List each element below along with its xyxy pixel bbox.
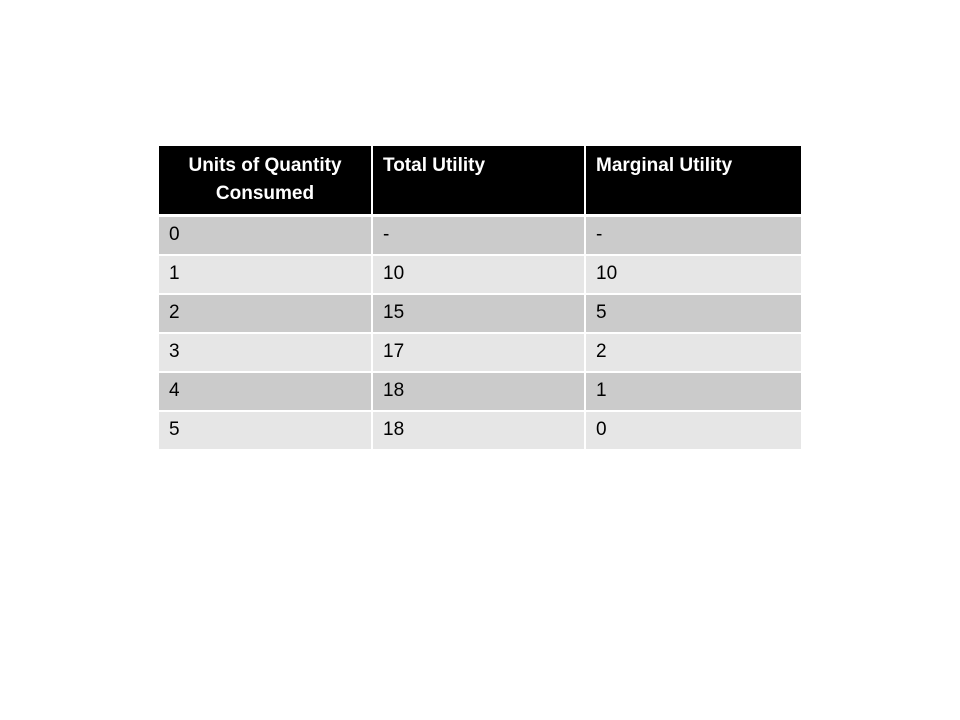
table-row: 2 15 5 <box>159 293 801 334</box>
cell-total-utility: 18 <box>372 371 586 412</box>
utility-table: Units of Quantity Consumed Total Utility… <box>159 146 801 451</box>
cell-units: 1 <box>159 254 373 295</box>
header-marginal-utility: Marginal Utility <box>585 146 801 217</box>
cell-units: 2 <box>159 293 373 334</box>
cell-total-utility: 17 <box>372 332 586 373</box>
table-row: 4 18 1 <box>159 371 801 412</box>
cell-total-utility: - <box>372 215 586 256</box>
cell-total-utility: 15 <box>372 293 586 334</box>
cell-marginal-utility: - <box>585 215 801 256</box>
cell-units: 3 <box>159 332 373 373</box>
cell-units: 0 <box>159 215 373 256</box>
header-units-consumed: Units of Quantity Consumed <box>159 146 373 217</box>
cell-marginal-utility: 5 <box>585 293 801 334</box>
cell-total-utility: 18 <box>372 410 586 451</box>
table-row: 1 10 10 <box>159 254 801 295</box>
cell-marginal-utility: 10 <box>585 254 801 295</box>
table-row: 5 18 0 <box>159 410 801 451</box>
header-total-utility: Total Utility <box>372 146 586 217</box>
cell-units: 5 <box>159 410 373 451</box>
table-row: 3 17 2 <box>159 332 801 373</box>
cell-marginal-utility: 0 <box>585 410 801 451</box>
cell-marginal-utility: 1 <box>585 371 801 412</box>
table-row: 0 - - <box>159 215 801 256</box>
table-header-row: Units of Quantity Consumed Total Utility… <box>159 146 801 217</box>
cell-total-utility: 10 <box>372 254 586 295</box>
cell-units: 4 <box>159 371 373 412</box>
cell-marginal-utility: 2 <box>585 332 801 373</box>
